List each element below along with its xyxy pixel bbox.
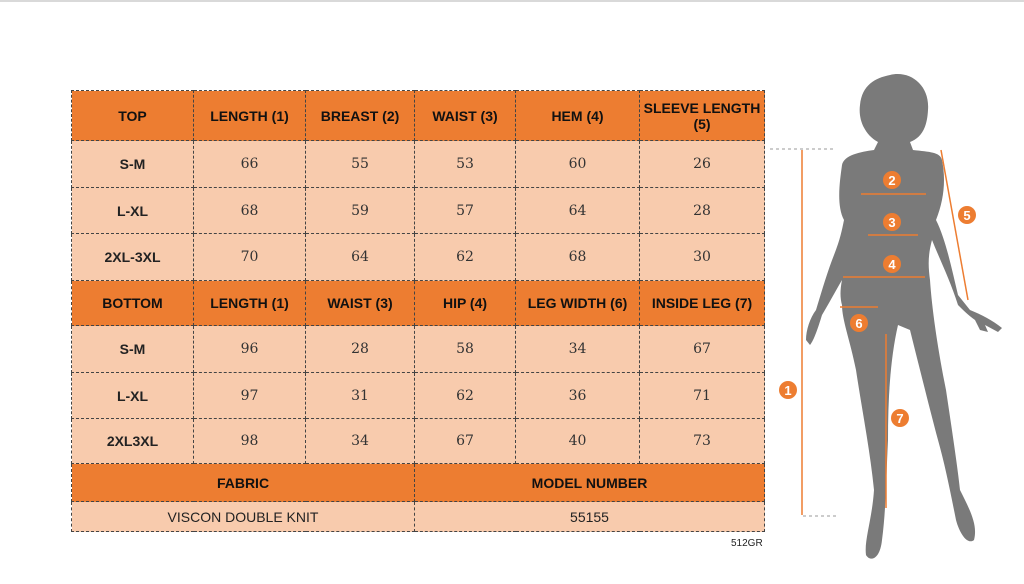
marker-6: 6 <box>855 316 862 331</box>
measurement-value: 34 <box>305 418 415 464</box>
bottom-header-cell: HIP (4) <box>414 280 516 326</box>
measurement-value: 64 <box>515 187 640 234</box>
measurement-value: 97 <box>193 372 306 419</box>
table-row: 2XL3XL 98 34 67 40 73 <box>71 418 765 464</box>
measurement-value: 67 <box>414 418 516 464</box>
measurement-value: 68 <box>515 233 640 281</box>
marker-4: 4 <box>888 257 896 272</box>
top-header-cell: HEM (4) <box>515 90 640 141</box>
body-measurement-diagram: 1 2 3 4 5 6 7 <box>770 74 1002 559</box>
measurement-markers <box>779 171 976 427</box>
measurement-value: 64 <box>305 233 415 281</box>
size-label: S-M <box>71 325 194 373</box>
measurement-value: 96 <box>193 325 306 373</box>
top-header-row: TOP LENGTH (1) BREAST (2) WAIST (3) HEM (4) S… <box>71 90 765 141</box>
measurement-value: 34 <box>515 325 640 373</box>
marker-7: 7 <box>896 411 903 426</box>
bottom-header-cell: WAIST (3) <box>305 280 415 326</box>
size-chart-table: TOP LENGTH (1) BREAST (2) WAIST (3) HEM (4) S… <box>71 90 765 532</box>
fabric-value: VISCON DOUBLE KNIT <box>71 501 415 532</box>
marker-2: 2 <box>888 173 895 188</box>
top-divider <box>0 0 1024 2</box>
measurement-value: 28 <box>639 187 765 234</box>
bottom-header-cell: LENGTH (1) <box>193 280 306 326</box>
measurement-value: 68 <box>193 187 306 234</box>
measurement-value: 26 <box>639 140 765 188</box>
size-label: S-M <box>71 140 194 188</box>
table-row: L-XL 97 31 62 36 71 <box>71 372 765 419</box>
bottom-header-cell: INSIDE LEG (7) <box>639 280 765 326</box>
table-row: 2XL-3XL 70 64 62 68 30 <box>71 233 765 281</box>
measurement-value: 40 <box>515 418 640 464</box>
measurement-value: 58 <box>414 325 516 373</box>
product-code: 512GR <box>731 538 763 549</box>
size-label: L-XL <box>71 187 194 234</box>
bottom-header-row: BOTTOM LENGTH (1) WAIST (3) HIP (4) LEG WIDT… <box>71 280 765 326</box>
measurement-value: 31 <box>305 372 415 419</box>
bottom-header-cell: BOTTOM <box>71 280 194 326</box>
top-header-cell: BREAST (2) <box>305 90 415 141</box>
measurement-value: 73 <box>639 418 765 464</box>
measurement-value: 36 <box>515 372 640 419</box>
table-row: L-XL 68 59 57 64 28 <box>71 187 765 234</box>
model-number-label: MODEL NUMBER <box>414 463 765 502</box>
measurement-value: 67 <box>639 325 765 373</box>
measurement-value: 28 <box>305 325 415 373</box>
top-header-cell: SLEEVE LENGTH (5) <box>639 90 765 141</box>
size-label: 2XL-3XL <box>71 233 194 281</box>
top-header-cell: LENGTH (1) <box>193 90 306 141</box>
top-header-cell: WAIST (3) <box>414 90 516 141</box>
measurement-value: 30 <box>639 233 765 281</box>
marker-1: 1 <box>784 383 791 398</box>
table-row: S-M 96 28 58 34 67 <box>71 325 765 373</box>
measurement-value: 53 <box>414 140 516 188</box>
model-number-value: 55155 <box>414 501 765 532</box>
measurement-value: 62 <box>414 372 516 419</box>
measurement-value: 55 <box>305 140 415 188</box>
table-row: S-M 66 55 53 60 26 <box>71 140 765 188</box>
footer-header-row: FABRIC MODEL NUMBER <box>71 463 765 502</box>
fabric-label: FABRIC <box>71 463 415 502</box>
measurement-value: 66 <box>193 140 306 188</box>
bottom-header-cell: LEG WIDTH (6) <box>515 280 640 326</box>
measurement-value: 70 <box>193 233 306 281</box>
measurement-arrows <box>770 148 969 517</box>
measurement-value: 59 <box>305 187 415 234</box>
measurement-value: 62 <box>414 233 516 281</box>
size-label: 2XL3XL <box>71 418 194 464</box>
measurement-value: 60 <box>515 140 640 188</box>
size-label: L-XL <box>71 372 194 419</box>
marker-3: 3 <box>888 215 895 230</box>
marker-5: 5 <box>963 208 970 223</box>
measurement-value: 71 <box>639 372 765 419</box>
measurement-value: 57 <box>414 187 516 234</box>
top-header-cell: TOP <box>71 90 194 141</box>
measurement-value: 98 <box>193 418 306 464</box>
female-silhouette <box>806 74 1002 559</box>
footer-value-row: VISCON DOUBLE KNIT 55155 <box>71 501 765 532</box>
